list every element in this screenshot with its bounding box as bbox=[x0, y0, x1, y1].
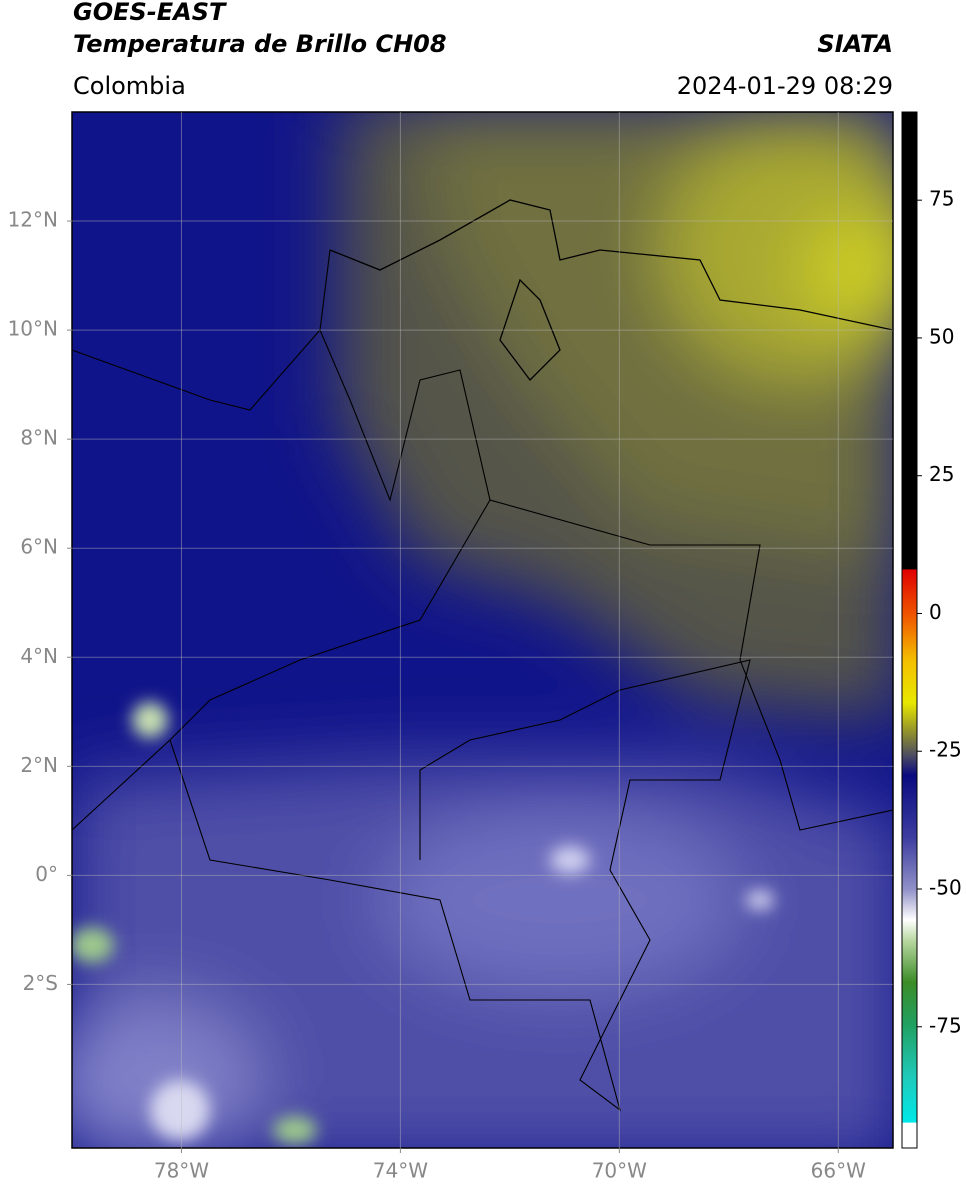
datetime: 2024-01-29 08:29 bbox=[677, 72, 893, 100]
grid bbox=[72, 112, 893, 1148]
colorbar-tick-label: -50 bbox=[929, 876, 962, 900]
y-tick-label: 2°S bbox=[23, 971, 58, 995]
x-tick-label: 74°W bbox=[373, 1159, 428, 1183]
y-tick-label: 4°N bbox=[20, 644, 58, 668]
colorbar-tick-label: 0 bbox=[929, 600, 942, 624]
colorbar-tick-label: 50 bbox=[929, 324, 954, 348]
title: GOES-EAST bbox=[73, 0, 227, 26]
y-tick-label: 2°N bbox=[20, 753, 58, 777]
y-tick-label: 0° bbox=[35, 862, 58, 886]
satellite-image bbox=[72, 112, 893, 1148]
source: SIATA bbox=[817, 30, 893, 58]
y-tick-label: 12°N bbox=[8, 208, 58, 232]
x-tick-label: 66°W bbox=[811, 1159, 866, 1183]
colorbar bbox=[901, 111, 918, 1149]
subtitle: Temperatura de Brillo CH08 bbox=[73, 30, 447, 58]
x-tick-label: 78°W bbox=[154, 1159, 209, 1183]
y-tick-label: 10°N bbox=[8, 317, 58, 341]
region: Colombia bbox=[73, 72, 186, 100]
y-tick-label: 8°N bbox=[20, 426, 58, 450]
colorbar-tick-label: -25 bbox=[929, 738, 962, 762]
x-tick-label: 70°W bbox=[592, 1159, 647, 1183]
map-frame bbox=[71, 111, 894, 1149]
y-tick-label: 6°N bbox=[20, 535, 58, 559]
colorbar-tick-label: 75 bbox=[929, 187, 954, 211]
colorbar-tick-label: 25 bbox=[929, 462, 954, 486]
colorbar-tick-label: -75 bbox=[929, 1013, 962, 1037]
